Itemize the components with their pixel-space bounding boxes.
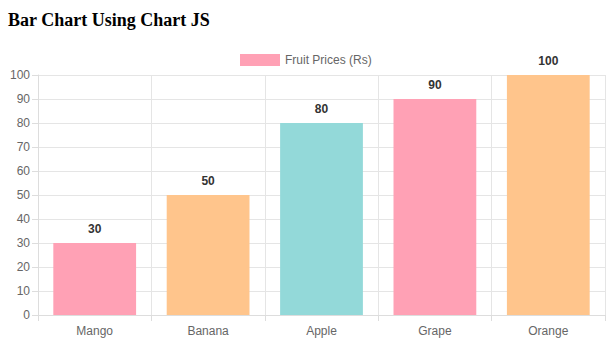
svg-text:40: 40 <box>17 212 31 226</box>
svg-text:Mango: Mango <box>76 324 113 338</box>
svg-text:30: 30 <box>17 236 31 250</box>
svg-text:90: 90 <box>428 78 442 92</box>
svg-text:Grape: Grape <box>418 324 452 338</box>
svg-text:0: 0 <box>23 308 30 322</box>
svg-text:Fruit Prices (Rs): Fruit Prices (Rs) <box>285 53 372 67</box>
svg-text:30: 30 <box>88 222 102 236</box>
svg-text:Bar Chart Using Chart JS: Bar Chart Using Chart JS <box>8 10 210 30</box>
svg-text:60: 60 <box>17 164 31 178</box>
svg-text:10: 10 <box>17 284 31 298</box>
svg-text:50: 50 <box>17 188 31 202</box>
svg-text:Banana: Banana <box>187 324 229 338</box>
svg-text:20: 20 <box>17 260 31 274</box>
svg-text:70: 70 <box>17 140 31 154</box>
svg-text:100: 100 <box>538 54 558 68</box>
svg-text:Orange: Orange <box>528 324 568 338</box>
svg-text:100: 100 <box>10 68 30 82</box>
svg-text:90: 90 <box>17 92 31 106</box>
svg-text:80: 80 <box>315 102 329 116</box>
svg-text:50: 50 <box>201 174 215 188</box>
svg-text:Apple: Apple <box>306 324 337 338</box>
svg-text:80: 80 <box>17 116 31 130</box>
